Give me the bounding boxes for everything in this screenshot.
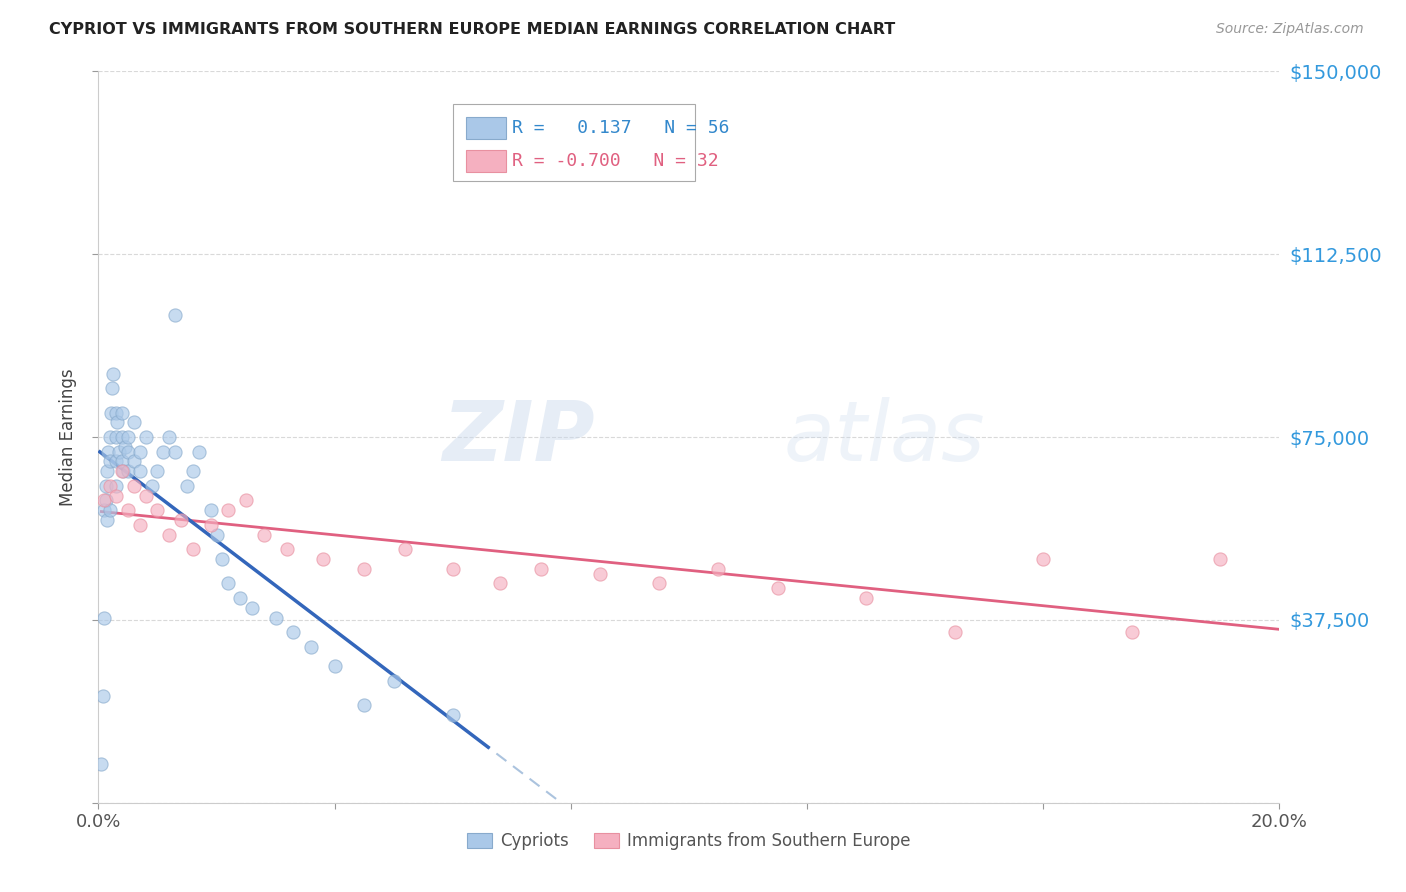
Point bbox=[111, 454, 134, 468]
Point bbox=[98, 454, 121, 468]
Point bbox=[101, 381, 124, 395]
Point bbox=[98, 430, 121, 444]
Point bbox=[283, 625, 305, 640]
Point bbox=[299, 640, 322, 654]
Point bbox=[235, 493, 257, 508]
Point bbox=[1121, 625, 1143, 640]
Point bbox=[96, 513, 118, 527]
Text: R =   0.137   N = 56: R = 0.137 N = 56 bbox=[512, 119, 730, 136]
Point bbox=[229, 591, 252, 605]
Point bbox=[96, 464, 118, 478]
Point bbox=[157, 430, 180, 444]
Point bbox=[441, 708, 464, 723]
Point bbox=[90, 756, 112, 771]
Point bbox=[200, 503, 222, 517]
Point bbox=[200, 517, 222, 532]
Point bbox=[103, 367, 125, 381]
Point bbox=[253, 527, 276, 541]
Point bbox=[943, 625, 966, 640]
Point bbox=[93, 493, 115, 508]
Point bbox=[135, 430, 157, 444]
Point bbox=[91, 689, 114, 703]
Text: CYPRIOT VS IMMIGRANTS FROM SOUTHERN EUROPE MEDIAN EARNINGS CORRELATION CHART: CYPRIOT VS IMMIGRANTS FROM SOUTHERN EURO… bbox=[49, 22, 896, 37]
Point bbox=[1032, 552, 1054, 566]
Text: atlas: atlas bbox=[783, 397, 986, 477]
Point bbox=[648, 576, 671, 591]
Point bbox=[97, 444, 120, 458]
Point bbox=[135, 489, 157, 503]
Point bbox=[105, 479, 128, 493]
Point bbox=[100, 406, 122, 420]
Point bbox=[176, 479, 198, 493]
Point bbox=[128, 444, 150, 458]
Point bbox=[211, 552, 233, 566]
Point bbox=[323, 659, 346, 673]
Point bbox=[117, 444, 139, 458]
Point bbox=[240, 600, 263, 615]
Point bbox=[122, 416, 145, 430]
Point bbox=[489, 576, 512, 591]
Point bbox=[855, 591, 877, 605]
Legend: Cypriots, Immigrants from Southern Europe: Cypriots, Immigrants from Southern Europ… bbox=[460, 825, 918, 856]
Point bbox=[394, 542, 416, 557]
Point bbox=[128, 464, 150, 478]
Point bbox=[217, 503, 239, 517]
Point bbox=[128, 517, 150, 532]
Point bbox=[117, 464, 139, 478]
Point bbox=[187, 444, 209, 458]
Point bbox=[117, 430, 139, 444]
Point bbox=[94, 493, 117, 508]
Point bbox=[93, 503, 115, 517]
Point bbox=[589, 566, 612, 581]
Y-axis label: Median Earnings: Median Earnings bbox=[59, 368, 77, 506]
Point bbox=[181, 542, 204, 557]
Point bbox=[112, 464, 135, 478]
Point bbox=[157, 527, 180, 541]
FancyBboxPatch shape bbox=[465, 151, 506, 171]
Point bbox=[114, 440, 136, 454]
Point bbox=[105, 416, 128, 430]
Point bbox=[165, 444, 187, 458]
Point bbox=[94, 479, 117, 493]
Point bbox=[353, 698, 375, 713]
Point bbox=[530, 562, 553, 576]
Point bbox=[217, 576, 239, 591]
Point bbox=[105, 406, 128, 420]
Point bbox=[152, 444, 174, 458]
Point bbox=[111, 406, 134, 420]
Point bbox=[146, 464, 169, 478]
Point bbox=[122, 454, 145, 468]
Point bbox=[382, 673, 405, 688]
Point bbox=[146, 503, 169, 517]
Point bbox=[111, 430, 134, 444]
Point bbox=[165, 308, 187, 322]
Point bbox=[205, 527, 228, 541]
Point bbox=[93, 610, 115, 624]
Point bbox=[170, 513, 193, 527]
Point bbox=[98, 479, 121, 493]
Text: Source: ZipAtlas.com: Source: ZipAtlas.com bbox=[1216, 22, 1364, 37]
Text: R = -0.700   N = 32: R = -0.700 N = 32 bbox=[512, 152, 718, 169]
Point bbox=[312, 552, 335, 566]
Point bbox=[441, 562, 464, 576]
Point bbox=[276, 542, 298, 557]
Text: ZIP: ZIP bbox=[441, 397, 595, 477]
Point bbox=[111, 464, 134, 478]
Point bbox=[105, 489, 128, 503]
Point bbox=[707, 562, 730, 576]
Point bbox=[141, 479, 163, 493]
FancyBboxPatch shape bbox=[453, 104, 695, 181]
Point bbox=[98, 503, 121, 517]
FancyBboxPatch shape bbox=[465, 118, 506, 138]
Point bbox=[766, 581, 789, 595]
Point bbox=[264, 610, 287, 624]
Point bbox=[105, 430, 128, 444]
Point bbox=[117, 503, 139, 517]
Point bbox=[353, 562, 375, 576]
Point bbox=[105, 454, 128, 468]
Point bbox=[1209, 552, 1232, 566]
Point bbox=[122, 479, 145, 493]
Point bbox=[181, 464, 204, 478]
Point bbox=[108, 444, 131, 458]
